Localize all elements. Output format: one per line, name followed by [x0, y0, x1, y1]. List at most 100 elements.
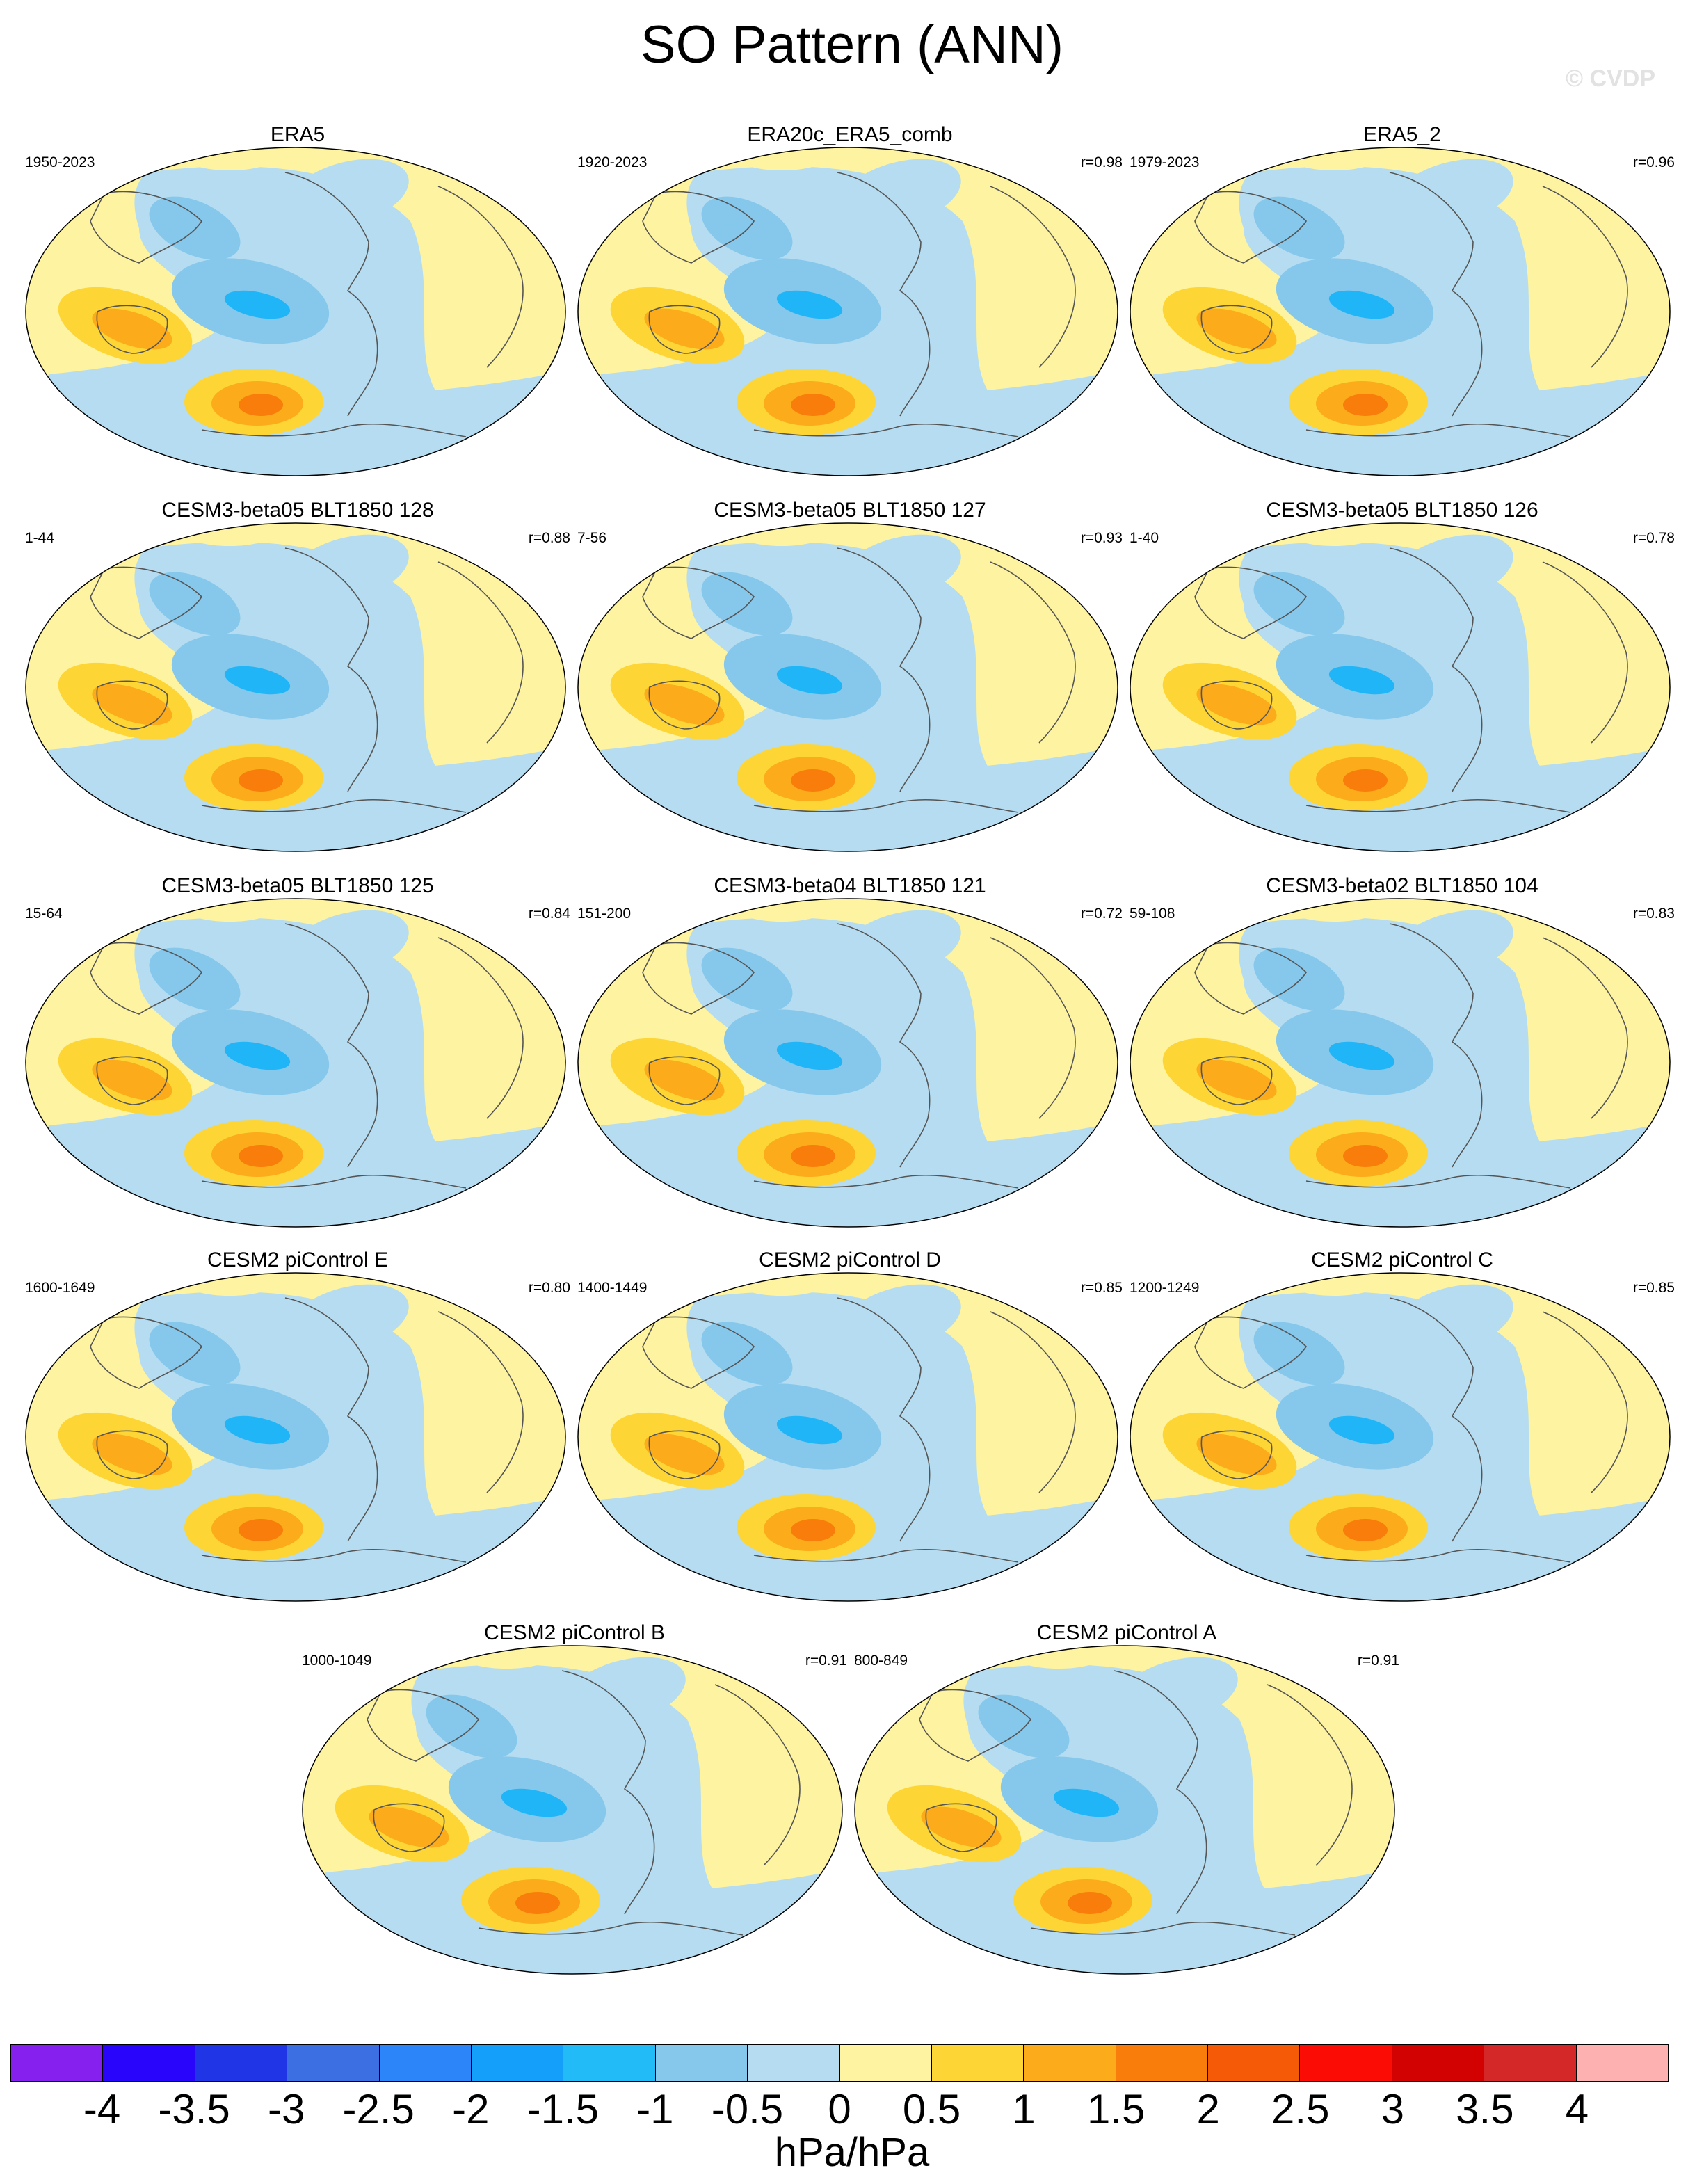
southern-positive-core: [1343, 769, 1388, 792]
panel-title: ERA5_2: [1363, 123, 1441, 146]
arctic-positive: [181, 523, 278, 546]
panel-correlation: r=0.78: [1632, 530, 1675, 546]
southern-positive-core: [791, 769, 835, 792]
map-panel: CESM3-beta05 BLT1850 127 7-56 r=0.93: [573, 498, 1127, 860]
panel-correlation: r=0.98: [1080, 154, 1123, 170]
colorbar-swatch: [1024, 2045, 1116, 2081]
southern-positive-core: [1068, 1892, 1112, 1914]
australia-coastline: [1200, 1430, 1273, 1479]
americas-coastline: [1389, 547, 1483, 792]
globe-outline: [1130, 898, 1671, 1228]
north-pacific-negative: [701, 1322, 793, 1386]
copyright-watermark: © CVDP: [1566, 65, 1655, 92]
colorbar-tick-label: -1: [636, 2086, 674, 2133]
colorbar-tick-label: -0.5: [711, 2086, 784, 2133]
antarctica-coastline: [201, 423, 467, 437]
africa-europe-coastline: [1542, 561, 1628, 744]
colorbar-tick-label: 1: [1012, 2086, 1036, 2133]
map-field: [578, 523, 1118, 851]
asia-coastline: [642, 1316, 755, 1389]
africa-europe-coastline: [437, 937, 524, 1119]
colorbar-swatch: [1576, 2045, 1669, 2081]
panel-title: CESM2 piControl E: [207, 1248, 389, 1271]
panel-correlation: r=0.91: [805, 1653, 847, 1669]
south-pacific-negative-core: [224, 290, 291, 319]
panel-period: 800-849: [854, 1653, 908, 1669]
americas-coastline: [284, 547, 378, 792]
asia-coastline: [642, 942, 755, 1015]
north-pacific-negative: [978, 1694, 1070, 1758]
panel-period: 1979-2023: [1130, 154, 1200, 170]
panel-title: CESM2 piControl B: [483, 1621, 666, 1644]
panel-title: CESM2 piControl A: [1036, 1621, 1217, 1644]
south-pacific-negative-core: [501, 1788, 568, 1817]
africa-europe-coastline: [714, 1684, 801, 1866]
south-pacific-negative-core: [1328, 666, 1395, 695]
panel-period: 15-64: [25, 906, 63, 922]
map-panel: CESM2 piControl E 1600-1649 r=0.80: [21, 1248, 574, 1609]
africa-europe-coastline: [437, 1311, 524, 1493]
australia-positive-core: [644, 1059, 725, 1101]
map-field: [1130, 523, 1670, 851]
south-pacific-negative-core: [776, 290, 843, 319]
globe-map: [854, 1645, 1395, 1975]
antarctica-coastline: [201, 1548, 467, 1563]
panel-correlation: r=0.85: [1632, 1280, 1675, 1296]
map-panel: ERA20c_ERA5_comb 1920-2023 r=0.98: [573, 122, 1127, 484]
africa-europe-coastline: [1267, 1684, 1353, 1866]
colorbar-tick-label: 1.5: [1086, 2086, 1146, 2133]
australia-positive-core: [92, 1434, 172, 1475]
australia-positive-core: [1196, 1059, 1277, 1101]
asia-coastline: [1194, 191, 1308, 264]
americas-coastline: [1389, 172, 1483, 417]
north-atlantic-negative: [839, 910, 961, 979]
colorbar-swatch: [379, 2045, 472, 2081]
panel-title: CESM3-beta05 BLT1850 126: [1266, 499, 1538, 522]
panel-title: CESM3-beta05 BLT1850 125: [161, 874, 434, 897]
globe-map: [25, 147, 566, 476]
arctic-positive: [458, 1646, 555, 1669]
map-field: [26, 147, 565, 476]
south-pacific-negative-core: [776, 1415, 843, 1445]
asia-coastline: [919, 1689, 1032, 1762]
panel-correlation: r=0.84: [528, 906, 570, 922]
globe-outline: [25, 1272, 566, 1602]
map-panel: CESM2 piControl A 800-849 r=0.91: [850, 1621, 1404, 1982]
arctic-positive: [181, 1273, 278, 1296]
australia-positive-core: [369, 1806, 449, 1848]
map-field: [1130, 147, 1670, 476]
australia-positive-core: [921, 1806, 1002, 1848]
antarctica-coastline: [201, 798, 467, 813]
colorbar-tick-label: -2.5: [342, 2086, 415, 2133]
arctic-positive: [733, 147, 830, 170]
colorbar-tick-label: 2.5: [1271, 2086, 1330, 2133]
australia-coastline: [648, 305, 721, 354]
panel-title: CESM3-beta02 BLT1850 104: [1266, 874, 1538, 897]
north-pacific-negative: [149, 1322, 241, 1386]
globe-map: [25, 522, 566, 852]
antarctica-coastline: [1030, 1921, 1296, 1936]
southern-positive-core: [791, 394, 835, 416]
south-pacific-negative-core: [224, 1041, 291, 1070]
north-pacific-negative: [149, 947, 241, 1011]
antarctica-coastline: [201, 1174, 467, 1189]
colorbar-swatch: [11, 2045, 104, 2081]
africa-europe-coastline: [990, 937, 1076, 1119]
australia-positive-core: [92, 1059, 172, 1101]
colorbar-tick-label: 0.5: [902, 2086, 961, 2133]
north-atlantic-negative: [563, 1657, 686, 1726]
map-field: [26, 1273, 565, 1601]
southern-positive-core: [1343, 1145, 1388, 1167]
globe-outline: [577, 1272, 1118, 1602]
colorbar-tick-label: 0: [828, 2086, 851, 2133]
africa-europe-coastline: [990, 561, 1076, 744]
map-panel: ERA5 1950-2023: [21, 122, 574, 484]
globe-map: [25, 1272, 566, 1602]
colorbar-swatch: [1392, 2045, 1485, 2081]
globe-outline: [302, 1645, 843, 1975]
panel-period: 1-44: [25, 530, 55, 546]
panel-correlation: r=0.72: [1080, 906, 1123, 922]
arctic-positive: [1010, 1646, 1107, 1669]
southern-positive-core: [515, 1892, 560, 1914]
north-pacific-negative: [1253, 196, 1345, 260]
